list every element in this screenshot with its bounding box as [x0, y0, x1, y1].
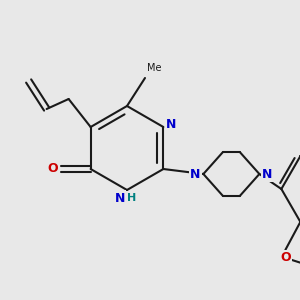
Text: N: N — [262, 167, 273, 181]
Text: O: O — [280, 251, 291, 264]
Text: Me: Me — [147, 63, 161, 73]
Text: H: H — [128, 193, 136, 203]
Text: N: N — [190, 167, 201, 181]
Text: O: O — [47, 163, 58, 176]
Text: N: N — [166, 118, 177, 130]
Text: N: N — [115, 191, 125, 205]
